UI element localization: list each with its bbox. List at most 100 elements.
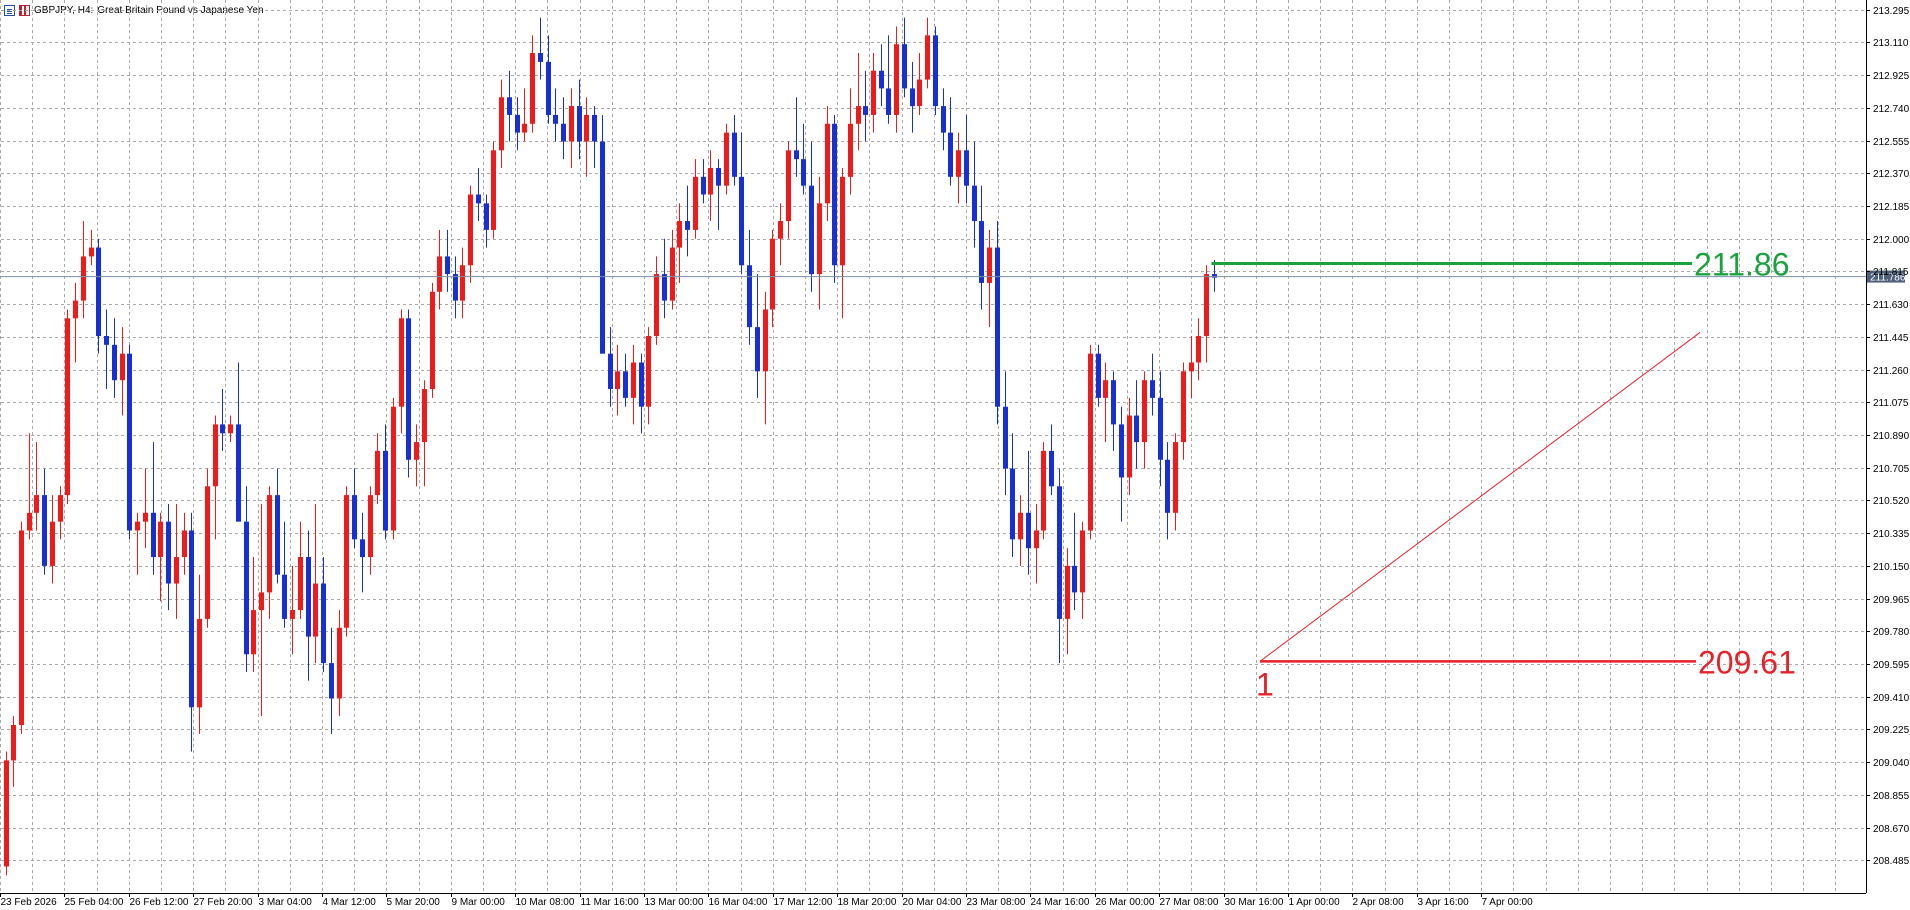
- candle-body: [677, 221, 682, 248]
- candle-body: [399, 318, 404, 407]
- candle-body: [89, 247, 94, 257]
- candle-body: [453, 274, 458, 301]
- candle-body: [584, 114, 589, 142]
- candle-body: [352, 495, 357, 540]
- y-tick-label: 209.225: [1873, 725, 1910, 736]
- y-tick-label: 211.815: [1873, 267, 1909, 278]
- candle-body: [65, 318, 70, 496]
- candle-body: [522, 123, 527, 133]
- target-label: 211.86: [1694, 246, 1790, 282]
- y-tick-label: 209.595: [1873, 660, 1910, 671]
- candle-body: [1189, 362, 1194, 372]
- chart-grid: [0, 0, 1866, 893]
- candle-body: [732, 132, 737, 177]
- candle-body: [251, 610, 256, 655]
- candle-body: [654, 274, 659, 336]
- x-tick-label: 4 Mar 12:00: [323, 897, 377, 908]
- y-tick-label: 208.670: [1873, 824, 1910, 835]
- candle-body: [236, 424, 241, 522]
- candle-body: [569, 106, 574, 142]
- candle-body: [747, 265, 752, 328]
- y-tick-label: 212.185: [1873, 202, 1910, 213]
- candle-body: [321, 583, 326, 664]
- candle-body: [189, 530, 194, 708]
- y-tick-label: 212.370: [1873, 169, 1910, 180]
- candle-body: [1065, 565, 1070, 619]
- candle-body: [182, 530, 187, 558]
- y-tick-label: 213.295: [1873, 6, 1910, 17]
- candle-body: [786, 150, 791, 222]
- candle-body: [739, 176, 744, 266]
- candle-body: [437, 256, 442, 292]
- candle-body: [344, 495, 349, 628]
- candle-body: [670, 247, 675, 301]
- candle-body: [1158, 397, 1163, 460]
- x-tick-label: 10 Mar 08:00: [516, 897, 575, 908]
- y-tick-label: 212.000: [1873, 235, 1910, 246]
- candle-body: [538, 53, 543, 62]
- candle-body: [259, 592, 264, 611]
- pivot-label: 1: [1256, 666, 1274, 702]
- y-tick-label: 210.150: [1873, 562, 1910, 573]
- candle-body: [1127, 415, 1132, 478]
- candle-body: [577, 106, 582, 142]
- x-tick-label: 18 Mar 20:00: [838, 897, 897, 908]
- candle-body: [561, 123, 566, 142]
- y-tick-label: 213.110: [1873, 38, 1909, 49]
- x-tick-label: 7 Apr 00:00: [1482, 897, 1534, 908]
- candle-body: [491, 150, 496, 230]
- candle-body: [530, 53, 535, 124]
- candle-body: [120, 353, 125, 381]
- candle-body: [693, 176, 698, 230]
- candle-body: [840, 176, 845, 266]
- candle-body: [964, 150, 969, 186]
- candle-body: [499, 97, 504, 151]
- candle-body: [104, 335, 109, 345]
- candle-body: [11, 725, 16, 761]
- candle-body: [306, 557, 311, 637]
- candle-body: [956, 150, 961, 177]
- candle-body: [290, 610, 295, 619]
- candle-body: [220, 424, 225, 434]
- candle-body: [476, 194, 481, 204]
- candle-body: [708, 167, 713, 195]
- candle-body: [1096, 353, 1101, 398]
- candle-body: [313, 583, 318, 637]
- candle-body: [1057, 486, 1062, 619]
- candle-body: [406, 318, 411, 460]
- candle-body: [42, 495, 47, 566]
- candle-body: [282, 574, 287, 619]
- candle-body: [755, 327, 760, 372]
- candle-body: [941, 106, 946, 133]
- candle-body: [1212, 274, 1217, 278]
- candle-body: [422, 389, 427, 443]
- candle-body: [1165, 459, 1170, 513]
- x-tick-label: 13 Mar 00:00: [645, 897, 704, 908]
- candle-body: [445, 256, 450, 275]
- current-price-tag: [1867, 270, 1905, 283]
- candle-body: [933, 35, 938, 107]
- x-tick-label: 5 Mar 20:00: [387, 897, 441, 908]
- candle-body: [391, 406, 396, 531]
- candle-body: [1034, 530, 1039, 549]
- candle-body: [1080, 530, 1085, 593]
- y-tick-label: 209.040: [1873, 758, 1910, 769]
- y-tick-label: 208.855: [1873, 791, 1910, 802]
- candle-body: [879, 70, 884, 89]
- candle-body: [1026, 512, 1031, 549]
- candle-body: [856, 106, 861, 124]
- candle-body: [166, 521, 171, 584]
- x-tick-label: 23 Mar 08:00: [967, 897, 1026, 908]
- x-tick-label: 9 Mar 00:00: [452, 897, 506, 908]
- candle-body: [592, 114, 597, 142]
- candle-body: [1103, 380, 1108, 398]
- candle-body: [329, 663, 334, 699]
- candle-body: [553, 114, 558, 124]
- candle-body: [763, 309, 768, 372]
- candle-body: [58, 495, 63, 522]
- y-tick-label: 212.925: [1873, 71, 1910, 82]
- candle-body: [267, 495, 272, 593]
- y-tick-label: 209.410: [1873, 693, 1910, 704]
